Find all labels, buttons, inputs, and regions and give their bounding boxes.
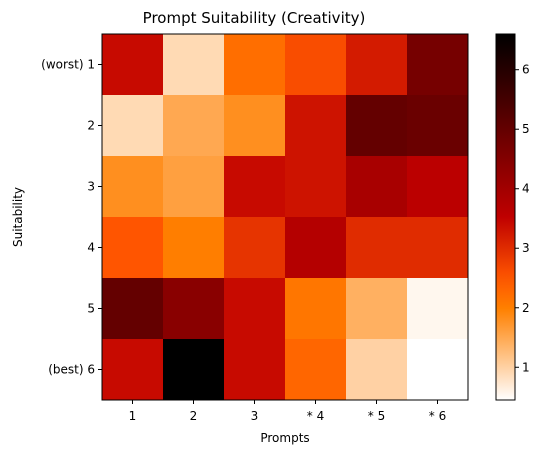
heatmap-cell	[346, 278, 408, 340]
colorbar-ticks: 1 2 3 4 5 6	[515, 63, 530, 374]
heatmap-cell	[407, 156, 469, 218]
heatmap-cell	[346, 156, 408, 218]
colorbar-tick-label: 1	[522, 360, 530, 374]
heatmap-cell	[102, 278, 164, 340]
heatmap-cell	[285, 217, 347, 279]
heatmap-cell	[285, 339, 347, 401]
x-axis-ticks: 1 2 3 * 4 * 5 * 6	[129, 400, 446, 423]
heatmap-cell	[285, 95, 347, 157]
heatmap-cell	[407, 95, 469, 157]
colorbar-tick-label: 6	[522, 63, 530, 77]
heatmap-cell	[407, 34, 469, 96]
heatmap-cell	[285, 278, 347, 340]
heatmap-cell	[346, 339, 408, 401]
heatmap-cell	[224, 339, 286, 401]
heatmap-cell	[163, 217, 225, 279]
heatmap-cell	[407, 339, 469, 401]
heatmap-cell	[224, 217, 286, 279]
x-tick-label: * 4	[307, 409, 324, 423]
heatmap-cell	[285, 156, 347, 218]
heatmap-cell	[163, 156, 225, 218]
x-tick-label: * 5	[368, 409, 385, 423]
chart-title: Prompt Suitability (Creativity)	[143, 9, 366, 27]
heatmap-cell	[346, 217, 408, 279]
heatmap-cell	[163, 339, 225, 401]
heatmap-cell	[224, 95, 286, 157]
heatmap-cell	[163, 278, 225, 340]
x-tick-label: 2	[190, 409, 198, 423]
x-tick-label: 1	[129, 409, 137, 423]
heatmap-cell	[224, 278, 286, 340]
heatmap-cell	[407, 217, 469, 279]
y-axis-label: Suitability	[11, 187, 25, 247]
heatmap-cell	[163, 34, 225, 96]
heatmap-cell	[102, 156, 164, 218]
heatmap-cell	[346, 34, 408, 96]
heatmap-cell	[102, 95, 164, 157]
heatmap-cell	[285, 34, 347, 96]
colorbar-tick-label: 4	[522, 182, 530, 196]
heatmap-cell	[224, 156, 286, 218]
y-tick-label: (worst) 1	[41, 58, 95, 72]
y-tick-label: 3	[87, 180, 95, 194]
heatmap-cell	[224, 34, 286, 96]
colorbar	[495, 33, 516, 401]
y-axis-ticks: (worst) 1 2 3 4 5 (best) 6	[41, 58, 102, 377]
x-axis-label: Prompts	[260, 431, 309, 445]
colorbar-tick-label: 5	[522, 122, 530, 136]
heatmap-cell	[346, 95, 408, 157]
y-tick-label: 5	[87, 302, 95, 316]
heatmap-cell	[102, 34, 164, 96]
x-tick-label: * 6	[429, 409, 446, 423]
colorbar-tick-label: 2	[522, 301, 530, 315]
y-tick-label: 2	[87, 119, 95, 133]
colorbar-tick-label: 3	[522, 241, 530, 255]
x-tick-label: 3	[251, 409, 259, 423]
heatmap-cell	[163, 95, 225, 157]
heatmap-cell	[102, 339, 164, 401]
y-tick-label: (best) 6	[48, 363, 95, 377]
y-tick-label: 4	[87, 241, 95, 255]
plot-frame	[101, 33, 469, 401]
heatmap-cell	[407, 278, 469, 340]
heatmap-cell	[102, 217, 164, 279]
heatmap-cells	[102, 34, 469, 401]
